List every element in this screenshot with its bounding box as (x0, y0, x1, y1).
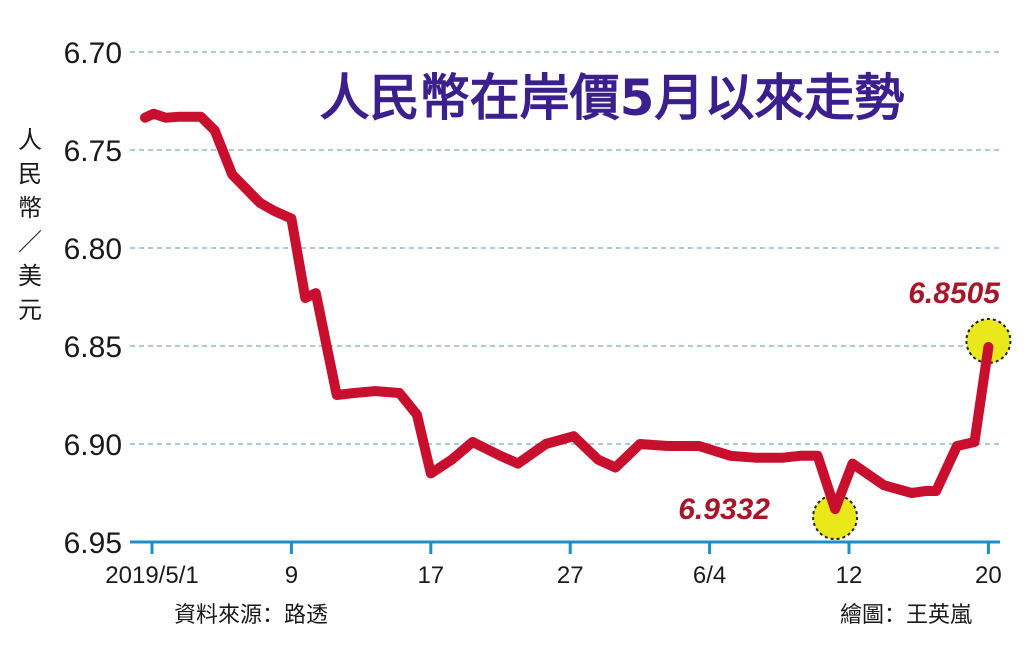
y-tick-label: 6.80 (64, 233, 122, 266)
series-line (140, 108, 994, 515)
chart-title: 人民幣在岸價5月以來走勢 (320, 69, 905, 127)
x-tick-label: 12 (836, 562, 863, 589)
callout-label: 6.8505 (908, 277, 1001, 310)
y-tick-label: 6.75 (64, 135, 122, 168)
highlight-marker (965, 317, 1012, 364)
callout-label: 6.9332 (678, 493, 770, 526)
x-tick-label: 27 (557, 562, 584, 589)
y-axis: 6.70 6.75 6.80 6.85 6.90 6.95 (64, 37, 122, 560)
grid-lines (130, 51, 1000, 445)
y-axis-label: 人民幣／美元 (18, 126, 42, 324)
callouts: 6.8505 6.9332 (678, 277, 1001, 526)
y-tick-label: 6.90 (64, 429, 122, 462)
y-tick-label: 6.95 (64, 527, 122, 560)
x-axis: 2019/5/1 9 17 27 6/4 12 20 (105, 542, 1002, 589)
y-tick-label: 6.85 (64, 331, 122, 364)
x-tick-label: 9 (285, 562, 298, 589)
x-tick-label: 20 (975, 562, 1002, 589)
source-credit: 資料來源：路透 (174, 603, 328, 628)
y-tick-label: 6.70 (64, 37, 122, 70)
x-tick-label: 2019/5/1 (105, 562, 198, 589)
x-tick-label: 6/4 (693, 562, 726, 589)
graphic-credit: 繪圖：王英嵐 (840, 603, 972, 628)
x-tick-label: 17 (417, 562, 444, 589)
